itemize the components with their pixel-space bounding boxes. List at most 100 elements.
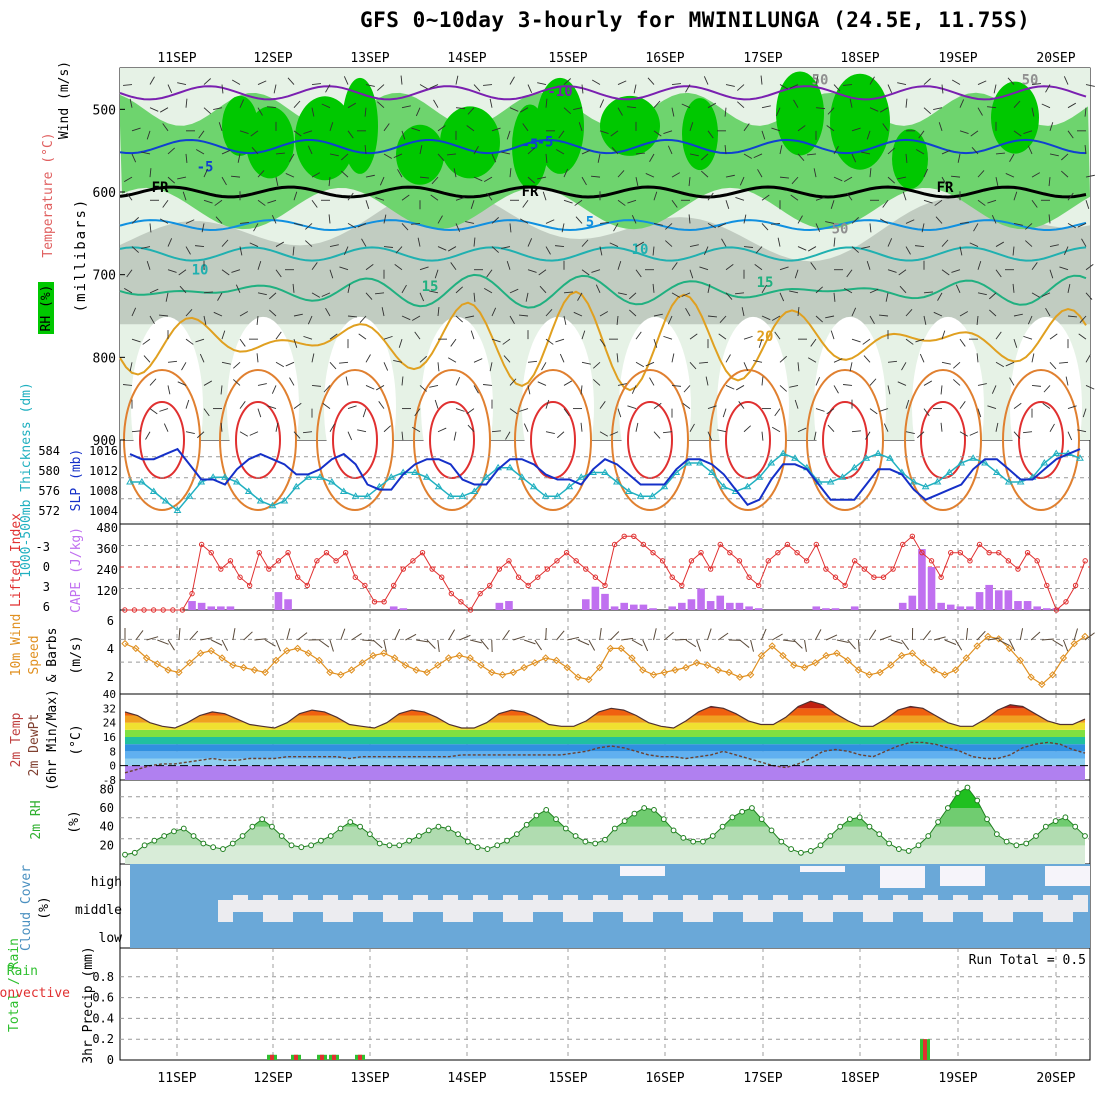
- cloud-gap-mid: [593, 895, 608, 912]
- wind-barb: [902, 640, 909, 650]
- cloud-gap-mid: [818, 900, 833, 922]
- x-tick-label-bottom: 17SEP: [743, 1071, 782, 1086]
- wind-barb: [945, 640, 956, 644]
- wind-barb: [783, 640, 795, 641]
- wind-barb: [330, 640, 334, 651]
- cloud-gap-mid: [218, 900, 233, 922]
- wind-barb: [503, 630, 510, 640]
- y-tick-label: 600: [93, 186, 116, 201]
- cape-bar: [505, 601, 513, 610]
- cloud-gap-mid: [308, 900, 323, 912]
- cape-bar: [400, 608, 408, 610]
- cape-bar: [928, 567, 936, 610]
- rh-marker: [603, 837, 608, 842]
- temp-band: [120, 716, 1090, 723]
- rh-marker: [838, 824, 843, 829]
- wind-barb: [211, 640, 222, 645]
- y-tick-left: 572: [38, 504, 60, 518]
- rh-marker: [367, 832, 372, 837]
- rh-marker: [799, 850, 804, 855]
- rh-marker: [573, 834, 578, 839]
- rh-marker: [612, 826, 617, 831]
- y-axis-units: (millibars): [73, 198, 89, 313]
- rh-marker: [426, 828, 431, 833]
- cloud-gap-mid: [938, 900, 953, 922]
- cape-bar: [630, 605, 638, 610]
- rh-marker: [887, 841, 892, 846]
- rh-high-blob: [246, 106, 294, 178]
- cloud-level-label: middle: [75, 903, 122, 918]
- cape-bar: [284, 599, 292, 610]
- rh-marker: [965, 785, 970, 790]
- cloud-gap-mid: [383, 895, 398, 922]
- cloud-gap-mid: [248, 900, 263, 912]
- rh-marker: [593, 841, 598, 846]
- contour-label: 20: [757, 329, 774, 345]
- rh-marker: [348, 820, 353, 825]
- wind-barb: [190, 631, 198, 640]
- cloud-gap-mid: [923, 895, 938, 922]
- rh-marker: [397, 843, 402, 848]
- cloud-gap-mid: [803, 895, 818, 922]
- run-total-label: Run Total = 0.5: [969, 953, 1086, 968]
- y-tick-right: 120: [96, 584, 118, 598]
- rh-marker: [877, 832, 882, 837]
- rh-marker: [514, 832, 519, 837]
- y-tick: 0: [107, 1053, 114, 1067]
- y-tick-left: 3: [43, 580, 50, 594]
- chart-title: GFS 0~10day 3-hourly for MWINILUNGA (24.…: [360, 8, 1030, 32]
- cloud-gap-mid: [488, 900, 503, 912]
- panel-frame-wd: [120, 610, 1090, 694]
- rh-high-blob: [342, 78, 378, 174]
- cloud-gap-mid: [878, 900, 893, 922]
- cape-bar: [601, 594, 609, 610]
- wind-barb: [891, 640, 902, 644]
- cloud-gap-mid: [638, 900, 653, 922]
- cloud-gap-mid: [698, 900, 713, 922]
- y-tick-label: 500: [93, 103, 116, 118]
- contour-label: 10: [192, 263, 209, 279]
- rh-marker: [583, 839, 588, 844]
- wind-barb: [136, 630, 143, 640]
- cloud-gap-mid: [443, 895, 458, 922]
- rh-marker: [524, 822, 529, 827]
- wind-barb: [276, 640, 280, 651]
- wind-barb: [632, 640, 642, 646]
- rh-marker: [681, 835, 686, 840]
- x-tick-label-top: 13SEP: [350, 51, 389, 66]
- rh-marker: [779, 839, 784, 844]
- rh-marker: [808, 849, 813, 854]
- cloud-gap-mid: [323, 895, 338, 922]
- wind-barb: [999, 640, 1010, 645]
- wind-barb: [654, 628, 657, 640]
- rh-marker: [299, 845, 304, 850]
- rh-marker: [759, 817, 764, 822]
- wind-barb: [244, 632, 253, 640]
- wind-barb: [287, 628, 290, 640]
- wind-barb: [664, 632, 673, 640]
- cape-bar: [640, 605, 648, 610]
- rh-marker: [1004, 839, 1009, 844]
- y-tick-left: 584: [38, 444, 60, 458]
- rh-marker: [1073, 824, 1078, 829]
- temp-band: [120, 766, 1090, 780]
- wind-barb: [707, 629, 711, 640]
- cape-bar: [995, 590, 1003, 610]
- rh-marker: [338, 826, 343, 831]
- y-axis-slp: SLP (mb): [69, 449, 84, 512]
- y-axis-wind-a: 10m Wind: [9, 614, 24, 677]
- cape-bar: [582, 599, 590, 610]
- wind-barb: [179, 628, 180, 640]
- rh-marker: [750, 806, 755, 811]
- y-axis-precip-a: Total / Rain: [7, 938, 22, 1032]
- precip-convective-bar: [320, 1055, 324, 1060]
- wind-barb: [481, 640, 489, 649]
- cape-bar: [976, 592, 984, 610]
- y-axis-rh: RH (%): [39, 285, 54, 332]
- rh-marker: [416, 834, 421, 839]
- cloud-gap-mid: [233, 895, 248, 912]
- wind-barb: [341, 629, 345, 640]
- rh-marker: [260, 817, 265, 822]
- cloud-gap-mid: [743, 895, 758, 922]
